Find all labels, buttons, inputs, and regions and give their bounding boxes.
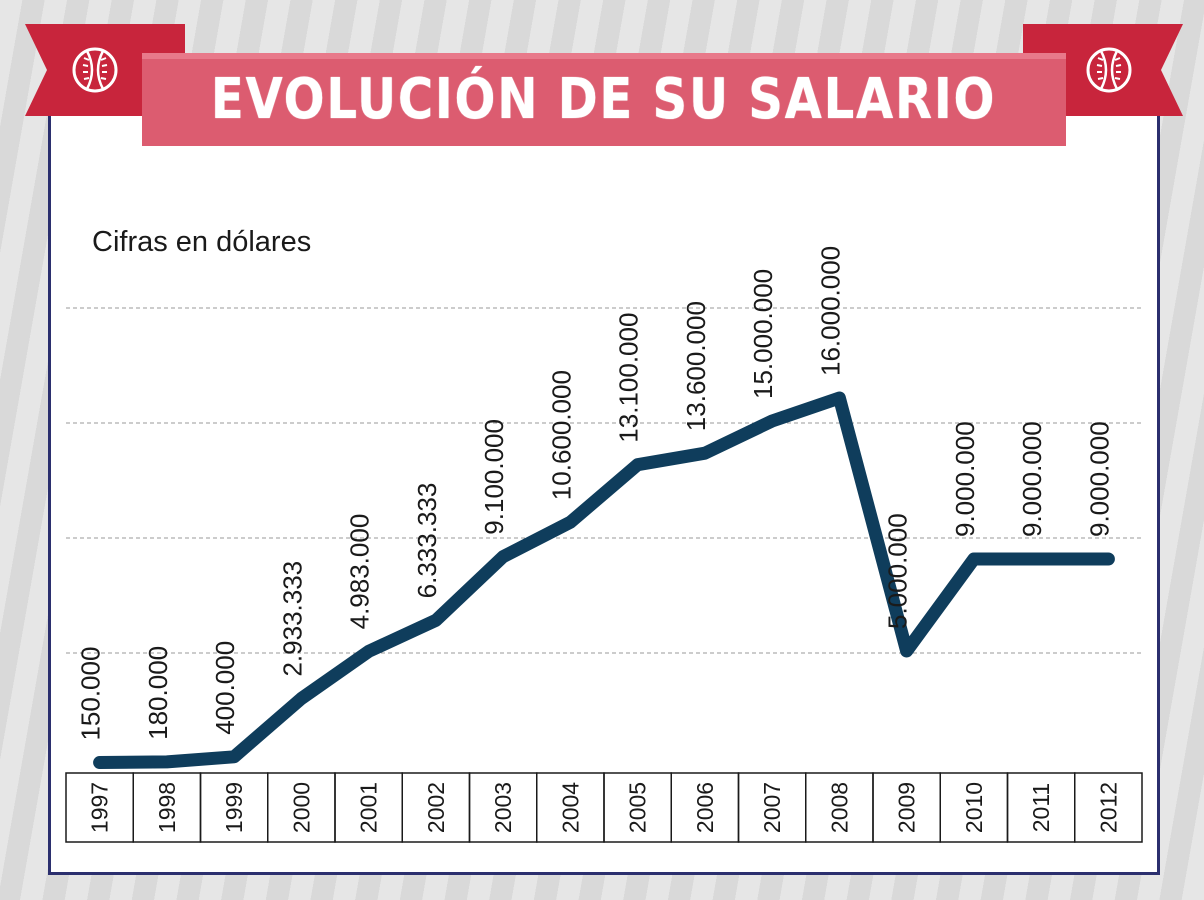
x-tick-label: 2012 <box>1095 782 1121 833</box>
x-tick-label: 1998 <box>154 782 180 833</box>
data-label: 16.000.000 <box>815 246 845 376</box>
chart-subtitle: Cifras en dólares <box>92 226 312 258</box>
page-title: EVOLUCIÓN DE SU SALARIO <box>211 67 997 132</box>
data-label: 9.000.000 <box>1084 421 1114 537</box>
data-label: 13.100.000 <box>614 313 644 443</box>
data-label: 13.600.000 <box>681 301 711 431</box>
data-label: 9.100.000 <box>479 419 509 535</box>
data-label: 4.983.000 <box>345 514 375 630</box>
x-tick-label: 2006 <box>692 782 718 833</box>
data-label: 6.333.333 <box>412 483 442 599</box>
x-tick-label: 2011 <box>1028 783 1054 832</box>
data-labels: 150.000 180.000 400.000 2.933.333 4.983.000 6… <box>76 246 1115 741</box>
x-tick-label: 2002 <box>423 782 449 833</box>
x-tick-label: 2000 <box>288 782 314 833</box>
title-banner: EVOLUCIÓN DE SU SALARIO <box>142 53 1066 146</box>
x-tick-label: 2001 <box>356 782 382 833</box>
x-tick-label: 2005 <box>625 782 651 833</box>
data-label: 2.933.333 <box>277 561 307 677</box>
data-label: 150.000 <box>76 647 106 741</box>
data-label: 180.000 <box>143 646 173 740</box>
x-tick-label: 2003 <box>490 782 516 833</box>
x-tick-label: 2009 <box>894 782 920 833</box>
x-tick-label: 2010 <box>961 782 987 833</box>
x-tick-label: 2008 <box>826 782 852 833</box>
x-tick-label: 2004 <box>557 782 583 833</box>
gridlines <box>66 307 1142 654</box>
x-tick-label: 1997 <box>87 782 113 833</box>
baseball-icon <box>1086 47 1132 93</box>
data-label: 10.600.000 <box>546 370 576 500</box>
data-label: 9.000.000 <box>1017 421 1047 537</box>
x-tick-label: 2007 <box>759 782 785 833</box>
data-label: 5.000.000 <box>883 513 913 629</box>
x-tick-label: 1999 <box>221 782 247 833</box>
data-label: 400.000 <box>210 641 240 735</box>
salary-series-line <box>93 391 1115 769</box>
x-axis: 1997 1998 1999 2000 2001 2002 2003 2004 2005 2006… <box>65 772 1143 843</box>
data-label: 15.000.000 <box>748 269 778 399</box>
baseball-icon <box>72 47 118 93</box>
x-axis-cell <box>1074 772 1143 843</box>
data-label: 9.000.000 <box>950 421 980 537</box>
